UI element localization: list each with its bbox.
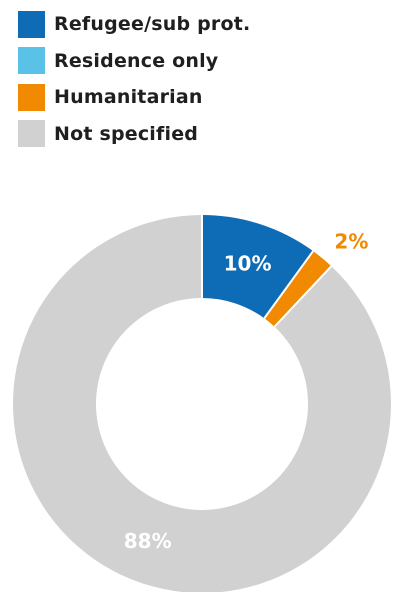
legend-swatch-humanitarian <box>18 83 45 111</box>
legend-swatch-refugee <box>18 10 45 38</box>
legend-swatch-not-specified <box>18 120 45 148</box>
chart-legend: Refugee/sub prot. Residence only Humanit… <box>18 6 250 152</box>
legend-item-not-specified: Not specified <box>18 116 250 153</box>
data-label-refugee-sub-prot: 10% <box>224 252 272 276</box>
slice-humanitarian <box>264 251 332 327</box>
data-label-humanitarian: 2% <box>334 230 368 254</box>
legend-swatch-residence <box>18 47 45 75</box>
slice-not-specified <box>13 215 391 592</box>
data-label-not-specified: 88% <box>124 529 172 553</box>
slice-separator <box>273 265 333 328</box>
slice-separator <box>263 250 314 319</box>
legend-label-residence: Residence only <box>54 49 219 72</box>
legend-item-refugee: Refugee/sub prot. <box>18 6 250 43</box>
slice-refugee-sub-prot <box>202 215 314 319</box>
legend-item-humanitarian: Humanitarian <box>18 79 250 116</box>
legend-label-humanitarian: Humanitarian <box>54 86 203 109</box>
legend-label-not-specified: Not specified <box>54 122 199 145</box>
legend-item-residence: Residence only <box>18 43 250 80</box>
legend-label-refugee: Refugee/sub prot. <box>54 13 251 36</box>
